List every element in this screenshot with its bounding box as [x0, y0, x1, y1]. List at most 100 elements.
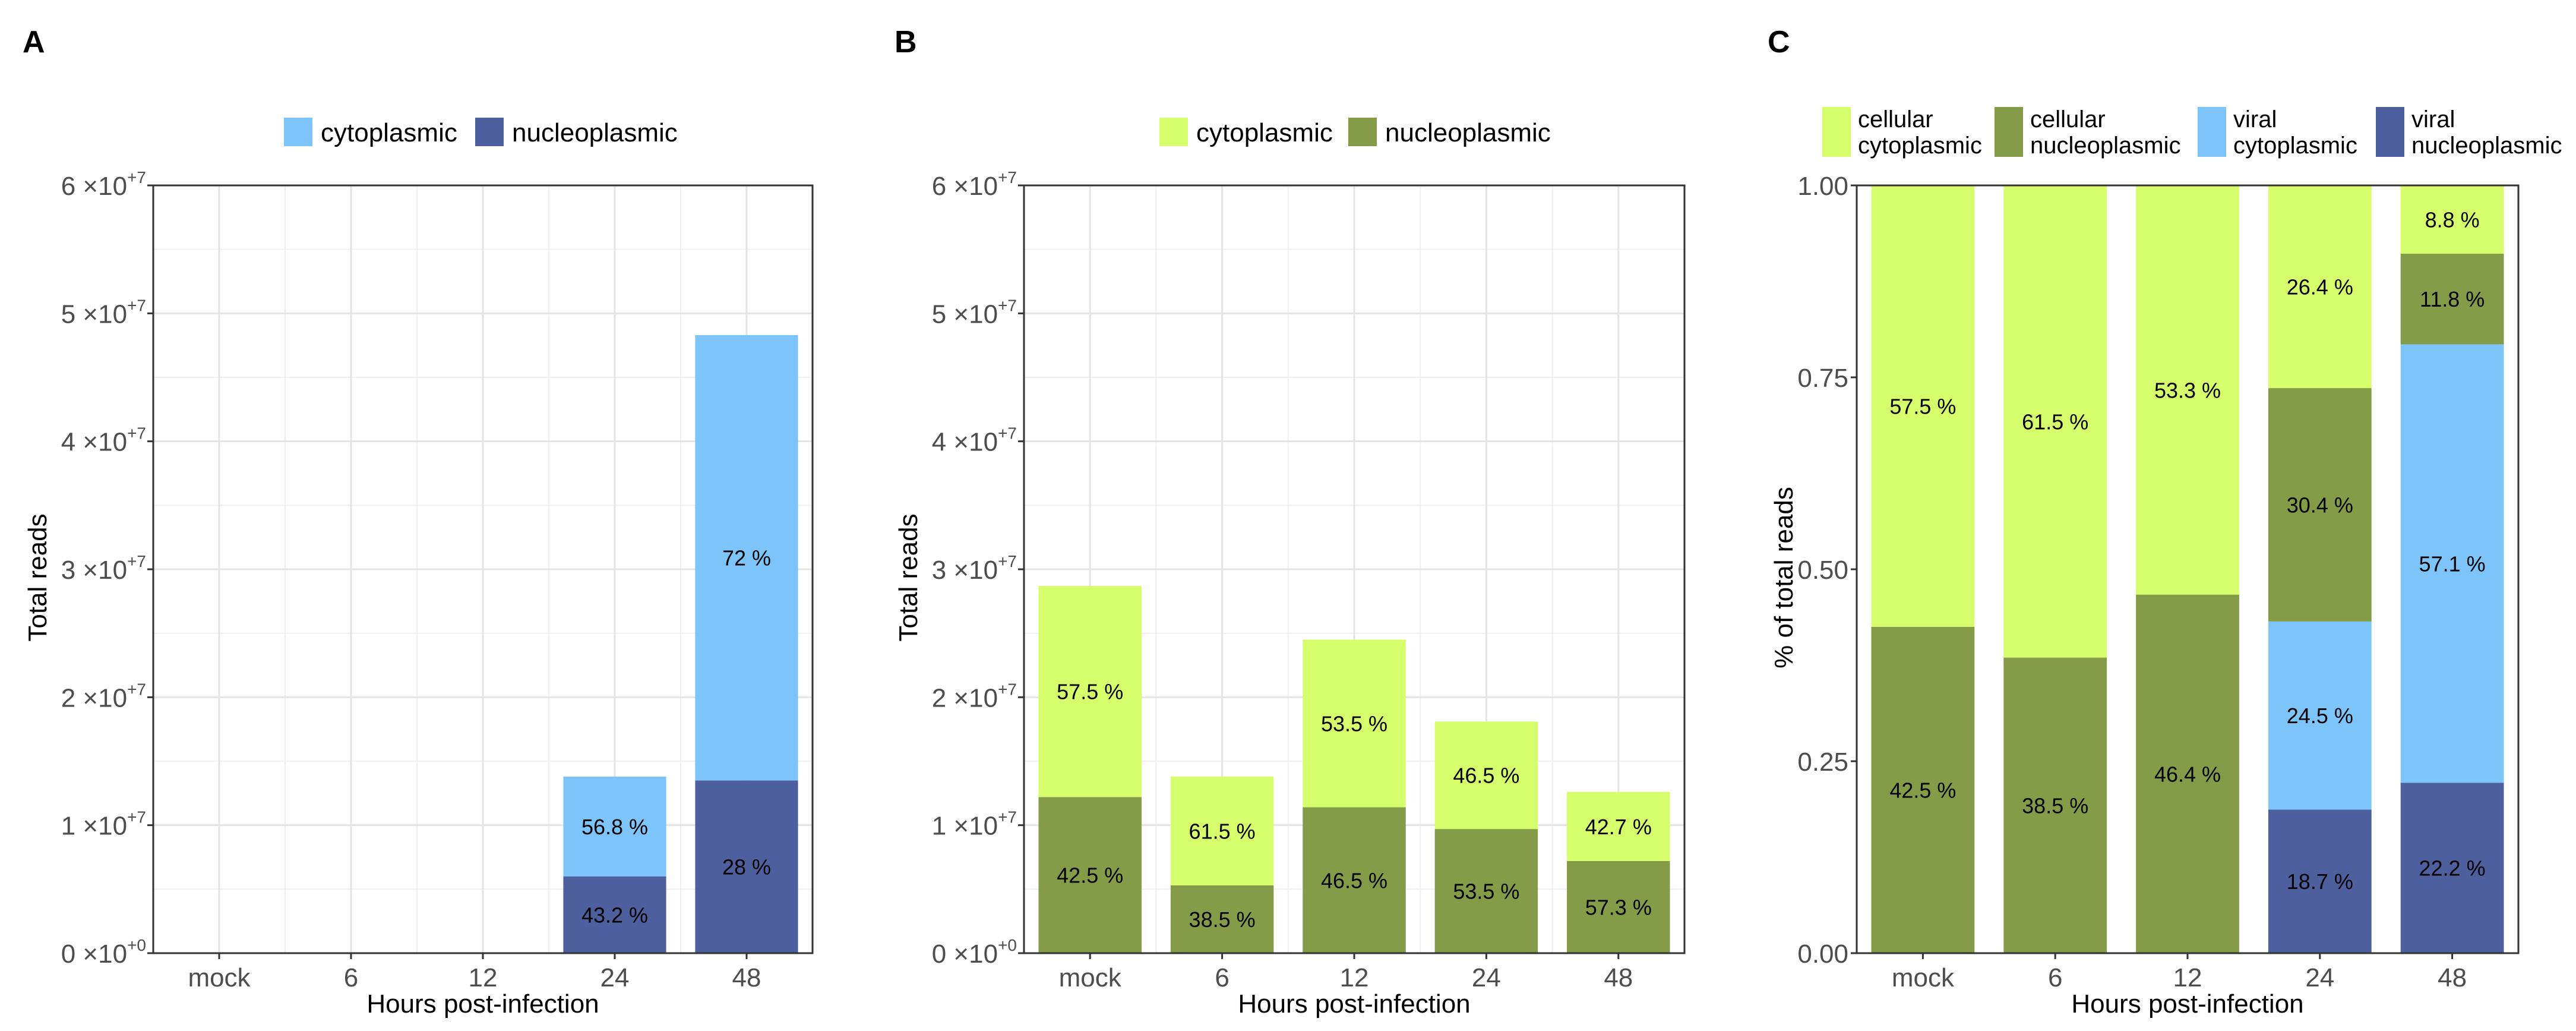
data-label: 57.3 % — [1585, 895, 1652, 919]
data-label: 43.2 % — [581, 903, 648, 927]
bar-cytoplasmic-48 — [695, 335, 798, 781]
y-tick-label: 1 ×10+7 — [61, 808, 146, 841]
x-tick-label: 12 — [2173, 963, 2202, 992]
data-label: 61.5 % — [2022, 409, 2088, 434]
y-tick-label: 3 ×10+7 — [932, 552, 1017, 585]
bar-cytoplasmic-24 — [563, 776, 666, 876]
bar-cellular-cytoplasmic-48 — [2400, 185, 2504, 254]
chart-panel-c: C 42.5 % 57.5 % 38.5 % 61.5 % 46.4 % 53.3 % 18.… — [1768, 25, 2562, 1019]
x-axis-title: Hours post-infection — [1238, 989, 1470, 1019]
legend-label: viral — [2233, 106, 2277, 133]
data-label: 46.4 % — [2154, 762, 2221, 786]
y-tick-label: 1 ×10+7 — [932, 808, 1017, 841]
x-tick-label: 24 — [2305, 963, 2334, 992]
bar-nucleoplasmic-mock — [1038, 797, 1142, 953]
x-tick-label: 12 — [1340, 963, 1369, 992]
bar-cellular-cytoplasmic-24 — [2268, 185, 2372, 389]
legend-item: cytoplasmic — [284, 118, 457, 147]
chart-panel-b: B 42.5 % 57.5 % 38.5 % 61.5 % 46.5 % 53.5 % 53.… — [894, 25, 1686, 1019]
y-tick-label: 3 ×10+7 — [61, 552, 146, 585]
x-axis-title: Hours post-infection — [366, 989, 599, 1019]
legend-label: nucleoplasmic — [512, 118, 678, 147]
x-tick-label: 6 — [344, 963, 358, 992]
y-tick-label: 6 ×10+7 — [61, 168, 146, 201]
x-tick-label: 48 — [732, 963, 761, 992]
legend-label: nucleoplasmic — [2411, 133, 2562, 159]
data-label: 57.1 % — [2419, 551, 2486, 576]
bar-nucleoplasmic-6 — [1170, 885, 1274, 953]
legend-label: cytoplasmic — [1196, 118, 1333, 147]
legend-swatch — [1822, 107, 1851, 157]
x-tick-label: 24 — [1472, 963, 1501, 992]
bar-cellular-nucleoplasmic-mock — [1871, 626, 1975, 953]
legend-label: cytoplasmic — [321, 118, 457, 147]
data-label: 26.4 % — [2287, 275, 2353, 299]
x-tick-label: mock — [1059, 963, 1122, 992]
data-label: 38.5 % — [2022, 793, 2088, 818]
bar-nucleoplasmic-12 — [1303, 807, 1406, 953]
data-label: 46.5 % — [1321, 868, 1387, 893]
y-tick-label: 0 ×10+0 — [932, 936, 1017, 969]
bar-cellular-nucleoplasmic-12 — [2136, 594, 2239, 953]
y-tick-label: 0.50 — [1797, 556, 1848, 585]
panel-letter-c: C — [1768, 25, 1790, 59]
y-tick-label: 5 ×10+7 — [61, 296, 146, 329]
bar-nucleoplasmic-24 — [1434, 829, 1538, 953]
y-tick-label: 6 ×10+7 — [932, 168, 1017, 201]
bar-viral-cytoplasmic-24 — [2268, 621, 2372, 810]
bar-nucleoplasmic-48 — [695, 780, 798, 953]
legend-swatch — [1995, 107, 2023, 157]
legend-label: viral — [2411, 106, 2455, 133]
data-label: 56.8 % — [581, 815, 648, 839]
x-tick-label: mock — [188, 963, 251, 992]
bar-cellular-cytoplasmic-6 — [2003, 185, 2107, 658]
legend-swatch — [284, 118, 312, 146]
x-tick-label: 48 — [2438, 963, 2467, 992]
panel-letter-b: B — [895, 25, 917, 59]
bar-nucleoplasmic-48 — [1567, 860, 1670, 953]
bar-cytoplasmic-6 — [1170, 776, 1274, 885]
legend-label: cytoplasmic — [2233, 133, 2357, 159]
legend-item: cytoplasmic — [1159, 118, 1333, 147]
x-axis-title: Hours post-infection — [2071, 989, 2303, 1019]
y-tick-label: 1.00 — [1797, 172, 1848, 201]
legend-swatch — [475, 118, 504, 146]
bar-viral-nucleoplasmic-24 — [2268, 809, 2372, 953]
legend-item: nucleoplasmic — [1348, 118, 1551, 147]
data-label: 11.8 % — [2420, 287, 2485, 311]
chart-panel-a: A 43.2 % 56.8 % 28 % 72 % 0 ×10+0 1 ×10+7 2 ×10… — [23, 25, 814, 1019]
legend-swatch — [1159, 118, 1188, 146]
legend-swatch — [1348, 118, 1377, 146]
legend-swatch — [2198, 107, 2226, 157]
data-label: 72 % — [722, 546, 771, 570]
data-label: 42.7 % — [1585, 815, 1652, 839]
panel-letter-a: A — [23, 25, 45, 59]
bar-cellular-nucleoplasmic-6 — [2003, 657, 2107, 953]
data-label: 22.2 % — [2419, 856, 2486, 881]
legend-item: nucleoplasmic — [475, 118, 678, 147]
y-tick-label: 0 ×10+0 — [61, 936, 146, 969]
y-axis-title: Total reads — [894, 513, 923, 641]
data-label: 53.5 % — [1453, 879, 1519, 904]
data-label: 24.5 % — [2287, 704, 2353, 728]
data-label: 28 % — [722, 855, 771, 879]
bar-nucleoplasmic-24 — [563, 876, 666, 953]
bar-cellular-cytoplasmic-mock — [1871, 185, 1975, 627]
data-label: 61.5 % — [1189, 819, 1256, 843]
y-tick-label: 0.25 — [1797, 748, 1848, 777]
data-label: 53.5 % — [1321, 711, 1387, 736]
y-tick-label: 2 ×10+7 — [61, 680, 146, 712]
data-label: 42.5 % — [1057, 863, 1123, 888]
x-tick-label: mock — [1892, 963, 1955, 992]
bar-cytoplasmic-12 — [1303, 639, 1406, 808]
data-label: 46.5 % — [1453, 764, 1519, 788]
x-tick-label: 6 — [1215, 963, 1229, 992]
y-tick-label: 0.75 — [1797, 364, 1848, 393]
y-tick-label: 0.00 — [1797, 939, 1848, 969]
bar-cytoplasmic-48 — [1567, 792, 1670, 861]
legend-label: nucleoplasmic — [2030, 133, 2180, 159]
